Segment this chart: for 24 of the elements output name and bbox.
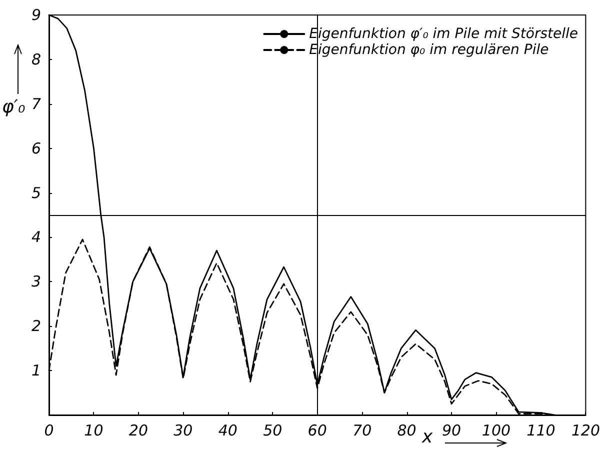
y-tick-label: 4 — [31, 228, 41, 246]
y-tick-label: 9 — [31, 6, 41, 24]
x-tick-label: 10 — [84, 422, 104, 440]
x-tick-label: 50 — [263, 422, 282, 440]
y-tick-label: 5 — [31, 184, 41, 202]
x-tick-label: 20 — [128, 422, 148, 440]
x-tick-label: 100 — [482, 422, 511, 440]
x-tick-label: 30 — [174, 422, 193, 440]
y-tick-label: 8 — [31, 50, 41, 68]
y-axis-title: φ′₀ — [2, 96, 26, 118]
x-tick-label: 60 — [308, 422, 327, 440]
y-tick-label: 1 — [31, 362, 41, 380]
x-tick-label: 120 — [571, 422, 600, 440]
y-tick-label: 6 — [31, 139, 41, 158]
y-tick-label: 3 — [31, 272, 41, 291]
x-tick-label: 70 — [352, 422, 372, 440]
x-tick-label: 110 — [526, 422, 556, 440]
y-tick-label: 2 — [31, 317, 41, 336]
x-axis-title: x — [421, 426, 433, 448]
x-tick-label: 80 — [397, 422, 416, 440]
x-tick-label: 40 — [218, 422, 238, 440]
y-tick-label: 7 — [31, 94, 42, 113]
x-tick-label: 90 — [442, 422, 462, 440]
x-tick-label: 0 — [44, 422, 54, 440]
